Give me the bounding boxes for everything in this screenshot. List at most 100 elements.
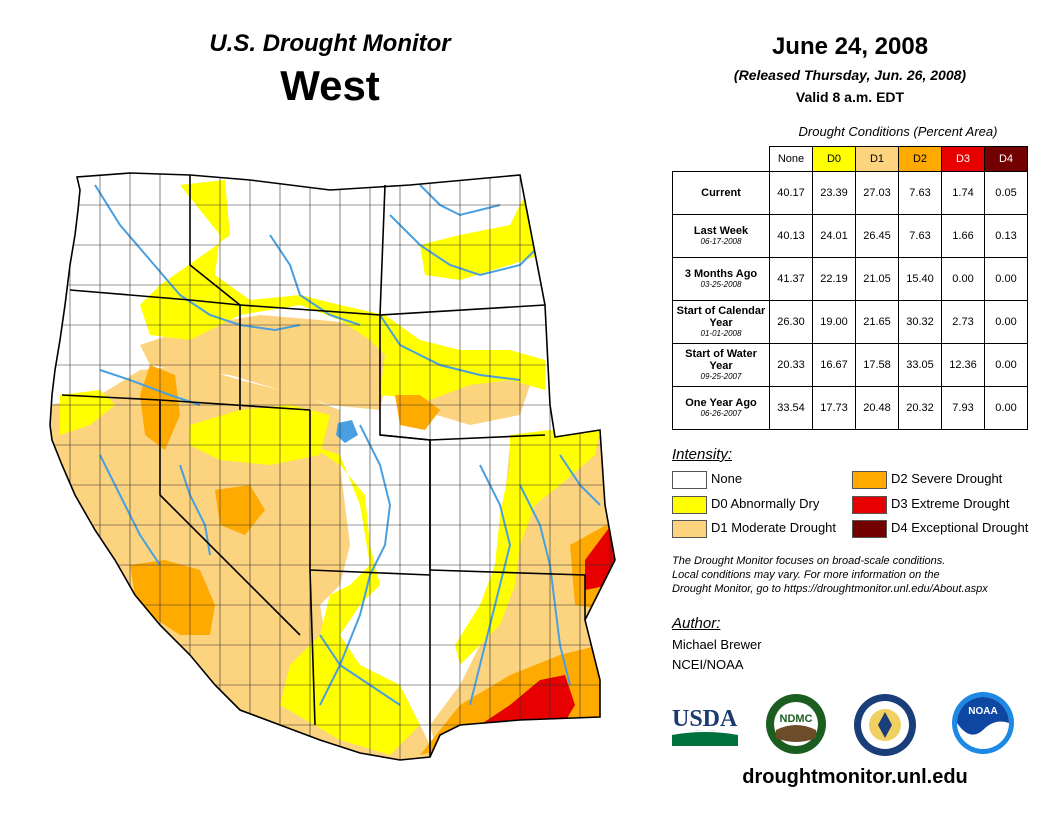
- rivers: [94, 184, 601, 706]
- table-cell: 27.03: [855, 171, 899, 215]
- legend-swatch: [852, 495, 887, 514]
- legend-item-d2: D2 Severe Drought: [852, 470, 1002, 489]
- legend-label: None: [711, 471, 743, 486]
- legend-item-d3: D3 Extreme Drought: [852, 495, 1010, 514]
- row-label: 3 Months Ago 03-25-2008: [672, 257, 770, 301]
- column-header: D2: [898, 146, 942, 172]
- table-cell: 15.40: [898, 257, 942, 301]
- d0-area-east-nm: [455, 430, 600, 665]
- table-caption: Drought Conditions (Percent Area): [798, 124, 998, 139]
- row-date: 09-25-2007: [700, 372, 742, 381]
- table-cell: 41.37: [769, 257, 813, 301]
- legend-item-d1: D1 Moderate Drought: [672, 519, 837, 538]
- region-title: West: [280, 62, 380, 109]
- row-date: 06-26-2007: [700, 409, 742, 418]
- d0-area-washington-coast: [60, 390, 115, 435]
- row-label-text: Last Week: [693, 225, 749, 237]
- legend-swatch: [672, 495, 707, 514]
- table-header-row: None D0 D1 D2 D3 D4: [673, 146, 1028, 172]
- legend-swatch: [672, 519, 707, 538]
- d2-area-california: [130, 560, 215, 635]
- legend-item-d4: D4 Exceptional Drought: [852, 519, 1029, 538]
- table-cell: 0.13: [984, 214, 1028, 258]
- release-date: (Released Thursday, Jun. 26, 2008): [733, 67, 967, 83]
- row-label: Last Week 06-17-2008: [672, 214, 770, 258]
- drought-map: [49, 172, 616, 761]
- table-cell: 0.00: [984, 300, 1028, 344]
- noaa-logo-text: NOAA: [968, 706, 997, 717]
- doc-seal-logo: [854, 694, 916, 756]
- table-row: 3 Months Ago 03-25-2008 41.37 22.19 21.05 15.…: [672, 257, 1028, 301]
- table-cell: 17.73: [812, 386, 856, 430]
- row-label: One Year Ago 06-26-2007: [672, 386, 770, 430]
- table-cell: 0.00: [984, 386, 1028, 430]
- table-row: Start of Water Year 09-25-2007 20.33 16.67 1…: [672, 343, 1028, 387]
- row-label-text: Start of Water Year: [685, 348, 757, 372]
- ndmc-logo-text: NDMC: [780, 713, 813, 725]
- table-cell: 40.13: [769, 214, 813, 258]
- column-header: D4: [984, 146, 1028, 172]
- d3-area-panhandle: [585, 520, 615, 590]
- map-date: June 24, 2008: [771, 33, 929, 60]
- d1-area-great-basin: [140, 315, 390, 410]
- legend-label: D4 Exceptional Drought: [891, 520, 1029, 535]
- table-cell: 7.63: [898, 214, 942, 258]
- legend-swatch: [852, 519, 887, 538]
- table-cell: 0.05: [984, 171, 1028, 215]
- disclaimer-note: The Drought Monitor focuses on broad-sca…: [672, 554, 1042, 596]
- column-header: D3: [941, 146, 985, 172]
- table-row: Start of Calendar Year 01-01-2008 26.30 19.…: [672, 300, 1028, 344]
- table-cell: 20.48: [855, 386, 899, 430]
- note-line: Drought Monitor, go to https://droughtmo…: [672, 583, 988, 595]
- table-cell: 7.93: [941, 386, 985, 430]
- d2-area-wyoming: [395, 395, 440, 430]
- table-cell: 21.65: [855, 300, 899, 344]
- row-date: 01-01-2008: [700, 329, 742, 338]
- table-cell: 0.00: [941, 257, 985, 301]
- table-cell: 1.74: [941, 171, 985, 215]
- table-cell: 20.33: [769, 343, 813, 387]
- state-borders: [49, 172, 616, 761]
- map-title: U.S. Drought Monitor: [209, 30, 451, 57]
- row-label-text: 3 Months Ago: [684, 268, 758, 280]
- author-org: NCEI/NOAA: [672, 657, 744, 672]
- legend-swatch: [672, 470, 707, 489]
- table-cell: 1.66: [941, 214, 985, 258]
- author-name: Michael Brewer: [672, 637, 762, 652]
- table-cell: 24.01: [812, 214, 856, 258]
- column-header: D1: [855, 146, 899, 172]
- d2-area-nevada: [215, 485, 265, 535]
- table-cell: 19.00: [812, 300, 856, 344]
- row-label-text: Current: [701, 187, 741, 199]
- row-label: Start of Calendar Year 01-01-2008: [672, 300, 770, 344]
- row-label-text: Start of Calendar Year: [676, 305, 766, 329]
- legend-item-d0: D0 Abnormally Dry: [672, 495, 820, 514]
- legend-label: D0 Abnormally Dry: [711, 496, 820, 511]
- table-cell: 16.67: [812, 343, 856, 387]
- table-row: One Year Ago 06-26-2007 33.54 17.73 20.48 20.…: [672, 386, 1028, 430]
- table-cell: 12.36: [941, 343, 985, 387]
- legend-item-none: None: [672, 470, 743, 489]
- website-link[interactable]: droughtmonitor.unl.edu: [742, 766, 968, 788]
- noaa-logo: NOAA: [952, 692, 1014, 754]
- d0-area-montana: [420, 175, 545, 280]
- table-cell: 2.73: [941, 300, 985, 344]
- table-cell: 17.58: [855, 343, 899, 387]
- note-line: The Drought Monitor focuses on broad-sca…: [672, 555, 946, 567]
- d0-area-nevada: [190, 405, 330, 465]
- table-cell: 26.30: [769, 300, 813, 344]
- usda-logo-text: USDA: [672, 706, 738, 732]
- table-cell: 0.00: [984, 257, 1028, 301]
- row-label: Current: [672, 171, 770, 215]
- row-label-text: One Year Ago: [685, 397, 757, 409]
- column-header: D0: [812, 146, 856, 172]
- table-cell: 20.32: [898, 386, 942, 430]
- table-row: Last Week 06-17-2008 40.13 24.01 26.45 7.63 1.…: [672, 214, 1028, 258]
- table-cell: 7.63: [898, 171, 942, 215]
- row-label: Start of Water Year 09-25-2007: [672, 343, 770, 387]
- table-cell: 23.39: [812, 171, 856, 215]
- legend-label: D1 Moderate Drought: [711, 520, 837, 535]
- column-header: None: [769, 146, 813, 172]
- drought-conditions-table: None D0 D1 D2 D3 D4 Current 40.17 23.39 27.…: [672, 146, 1028, 430]
- table-row: Current 40.17 23.39 27.03 7.63 1.74 0.05: [672, 171, 1028, 215]
